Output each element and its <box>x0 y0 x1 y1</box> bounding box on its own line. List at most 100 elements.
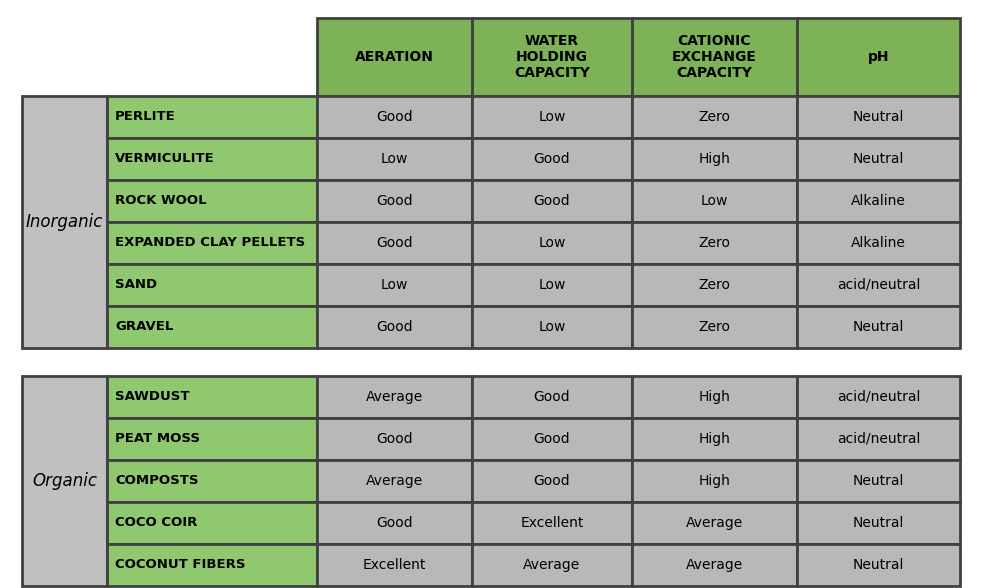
Text: CATIONIC
EXCHANGE
CAPACITY: CATIONIC EXCHANGE CAPACITY <box>672 34 757 80</box>
Bar <box>797 138 960 180</box>
Bar <box>472 18 632 96</box>
Text: acid/neutral: acid/neutral <box>837 432 920 446</box>
Bar <box>797 18 960 96</box>
Text: Good: Good <box>376 320 413 334</box>
Text: Average: Average <box>686 558 743 572</box>
Bar <box>632 180 797 222</box>
Text: Neutral: Neutral <box>853 558 904 572</box>
Text: Average: Average <box>523 558 581 572</box>
Text: acid/neutral: acid/neutral <box>837 390 920 404</box>
Bar <box>472 376 632 418</box>
Text: Low: Low <box>701 194 728 208</box>
Bar <box>632 502 797 544</box>
Text: High: High <box>699 152 730 166</box>
Text: Excellent: Excellent <box>520 516 584 530</box>
Bar <box>797 222 960 264</box>
Text: acid/neutral: acid/neutral <box>837 278 920 292</box>
Text: Low: Low <box>381 278 408 292</box>
Bar <box>472 306 632 348</box>
Bar <box>107 306 317 348</box>
Text: Inorganic: Inorganic <box>26 213 103 231</box>
Bar <box>107 502 317 544</box>
Text: AERATION: AERATION <box>355 50 434 64</box>
Text: Average: Average <box>366 390 423 404</box>
Text: Zero: Zero <box>698 320 730 334</box>
Bar <box>317 544 472 586</box>
Text: COCO COIR: COCO COIR <box>115 516 197 530</box>
Text: GRAVEL: GRAVEL <box>115 320 173 333</box>
Bar <box>632 138 797 180</box>
Text: COMPOSTS: COMPOSTS <box>115 475 198 487</box>
Bar <box>472 544 632 586</box>
Text: Zero: Zero <box>698 278 730 292</box>
Text: Good: Good <box>376 236 413 250</box>
Bar <box>317 460 472 502</box>
Bar <box>107 264 317 306</box>
Bar <box>107 138 317 180</box>
Text: Zero: Zero <box>698 236 730 250</box>
Bar <box>317 502 472 544</box>
Bar <box>797 264 960 306</box>
Bar <box>317 376 472 418</box>
Text: High: High <box>699 474 730 488</box>
Bar <box>797 544 960 586</box>
Bar <box>317 306 472 348</box>
Text: Good: Good <box>376 194 413 208</box>
Bar <box>632 544 797 586</box>
Text: EXPANDED CLAY PELLETS: EXPANDED CLAY PELLETS <box>115 236 305 249</box>
Bar <box>317 222 472 264</box>
Bar <box>22 376 107 586</box>
Text: Organic: Organic <box>32 472 97 490</box>
Text: Neutral: Neutral <box>853 110 904 124</box>
Bar <box>472 96 632 138</box>
Text: Low: Low <box>381 152 408 166</box>
Text: Good: Good <box>534 390 570 404</box>
Text: Good: Good <box>534 432 570 446</box>
Bar <box>107 96 317 138</box>
Bar <box>632 460 797 502</box>
Bar <box>472 138 632 180</box>
Text: Low: Low <box>538 236 566 250</box>
Bar <box>797 96 960 138</box>
Text: Neutral: Neutral <box>853 474 904 488</box>
Text: High: High <box>699 390 730 404</box>
Text: Average: Average <box>366 474 423 488</box>
Text: Neutral: Neutral <box>853 152 904 166</box>
Text: VERMICULITE: VERMICULITE <box>115 152 215 165</box>
Text: Low: Low <box>538 320 566 334</box>
Bar <box>632 222 797 264</box>
Text: Low: Low <box>538 278 566 292</box>
Text: Low: Low <box>538 110 566 124</box>
Bar <box>317 418 472 460</box>
Text: pH: pH <box>868 50 889 64</box>
Bar <box>107 222 317 264</box>
Bar <box>797 376 960 418</box>
Text: Good: Good <box>534 152 570 166</box>
Bar <box>107 460 317 502</box>
Bar <box>107 376 317 418</box>
Bar <box>632 264 797 306</box>
Bar <box>632 306 797 348</box>
Bar <box>22 96 107 348</box>
Bar <box>632 96 797 138</box>
Bar <box>317 18 472 96</box>
Text: Excellent: Excellent <box>363 558 426 572</box>
Bar <box>317 138 472 180</box>
Bar <box>317 180 472 222</box>
Bar <box>632 18 797 96</box>
Text: Neutral: Neutral <box>853 516 904 530</box>
Text: Good: Good <box>376 432 413 446</box>
Bar <box>632 418 797 460</box>
Text: Zero: Zero <box>698 110 730 124</box>
Text: SAND: SAND <box>115 279 157 292</box>
Text: Alkaline: Alkaline <box>851 194 906 208</box>
Bar <box>317 96 472 138</box>
Text: PERLITE: PERLITE <box>115 111 176 123</box>
Bar <box>797 180 960 222</box>
Bar <box>472 502 632 544</box>
Text: WATER
HOLDING
CAPACITY: WATER HOLDING CAPACITY <box>514 34 590 80</box>
Bar <box>472 180 632 222</box>
Text: High: High <box>699 432 730 446</box>
Text: Good: Good <box>376 110 413 124</box>
Bar <box>797 460 960 502</box>
